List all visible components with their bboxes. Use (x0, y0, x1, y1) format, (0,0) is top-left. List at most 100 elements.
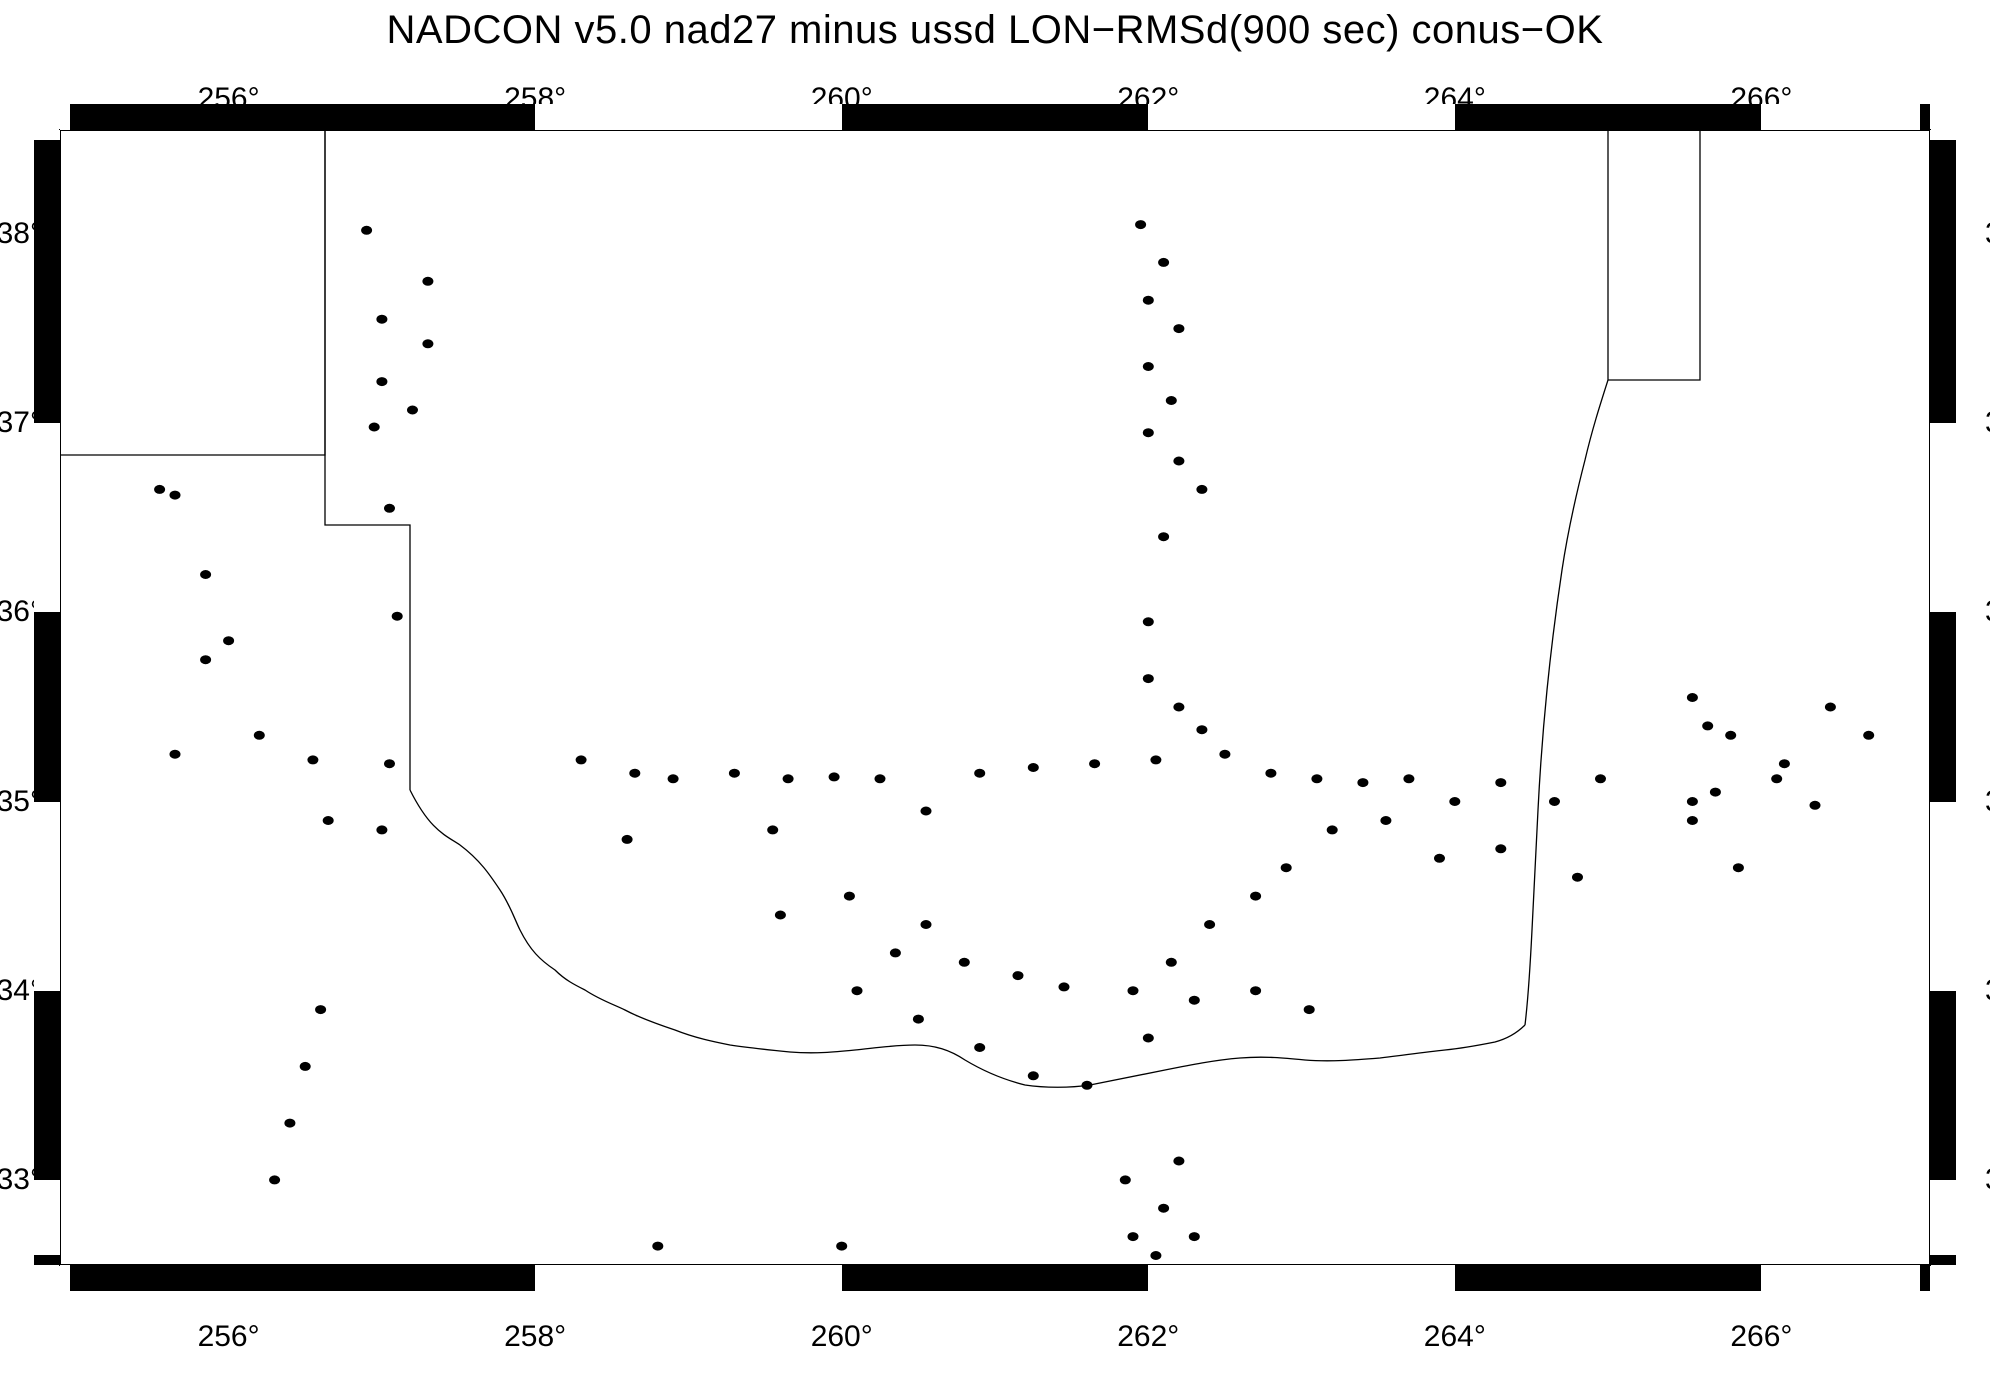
checker-segment (1455, 104, 1762, 130)
data-point (1089, 759, 1100, 768)
data-point (315, 1005, 326, 1014)
state-boundary-group (60, 130, 1700, 1087)
checker-segment (60, 1265, 70, 1291)
data-point (1304, 1005, 1315, 1014)
checker-segment (535, 1265, 842, 1291)
xtick-label-bottom-260: 260° (811, 1320, 873, 1354)
data-point (376, 315, 387, 324)
data-point (1810, 801, 1821, 810)
data-point (200, 570, 211, 579)
data-point (829, 772, 840, 781)
plot-svg (60, 130, 1930, 1265)
data-point (1158, 532, 1169, 541)
checker-segment (1930, 1255, 1956, 1265)
data-point (384, 759, 395, 768)
data-point (1189, 996, 1200, 1005)
data-point (392, 612, 403, 621)
data-point (959, 958, 970, 967)
data-point (1204, 920, 1215, 929)
data-point (1687, 816, 1698, 825)
checker-segment (1930, 423, 1956, 612)
data-point (1135, 220, 1146, 229)
data-point (269, 1175, 280, 1184)
data-point (629, 769, 640, 778)
data-point (974, 769, 985, 778)
data-point (407, 406, 418, 415)
data-point (775, 911, 786, 920)
data-point (783, 774, 794, 783)
xtick-label-bottom-266: 266° (1730, 1320, 1792, 1354)
data-point (1265, 769, 1276, 778)
checker-segment (1761, 1265, 1920, 1291)
data-point (307, 755, 318, 764)
data-point (767, 825, 778, 834)
data-point (729, 769, 740, 778)
data-point (1028, 763, 1039, 772)
data-point (284, 1119, 295, 1128)
checker-segment (1148, 1265, 1455, 1291)
data-point (1250, 986, 1261, 995)
data-point (1196, 485, 1207, 494)
data-point (1595, 774, 1606, 783)
data-point (622, 835, 633, 844)
checker-border-top (60, 104, 1930, 130)
data-points-group (154, 220, 1874, 1260)
data-point (170, 491, 181, 500)
data-point (376, 377, 387, 386)
checker-border-left (34, 130, 60, 1265)
checker-segment (1930, 802, 1956, 991)
data-point (1219, 750, 1230, 759)
data-point (1189, 1232, 1200, 1241)
data-point (1380, 816, 1391, 825)
data-point (890, 948, 901, 957)
data-point (1357, 778, 1368, 787)
checker-segment (1455, 1265, 1762, 1291)
data-point (361, 226, 372, 235)
ytick-label-right-38: 38° (1985, 217, 1990, 251)
data-point (1173, 457, 1184, 466)
checker-border-bottom (60, 1265, 1930, 1291)
data-point (974, 1043, 985, 1052)
data-point (652, 1242, 663, 1251)
checker-segment (1930, 991, 1956, 1180)
data-point (323, 816, 334, 825)
checker-segment (34, 991, 60, 1180)
data-point (1013, 971, 1024, 980)
data-point (576, 755, 587, 764)
data-point (1327, 825, 1338, 834)
data-point (1771, 774, 1782, 783)
data-point (1710, 788, 1721, 797)
data-point (1434, 854, 1445, 863)
data-point (1449, 797, 1460, 806)
checker-segment (1930, 1180, 1956, 1255)
xtick-label-bottom-258: 258° (504, 1320, 566, 1354)
data-point (1150, 1251, 1161, 1260)
data-point (154, 485, 165, 494)
data-point (1173, 324, 1184, 333)
checker-segment (1930, 130, 1956, 140)
checker-segment (535, 104, 842, 130)
ytick-label-right-35: 35° (1985, 785, 1990, 819)
data-point (1028, 1071, 1039, 1080)
data-point (422, 339, 433, 348)
checker-segment (34, 1255, 60, 1265)
data-point (1143, 617, 1154, 626)
data-point (1687, 797, 1698, 806)
data-point (1779, 759, 1790, 768)
data-point (1143, 428, 1154, 437)
data-point (1059, 982, 1070, 991)
data-point (1863, 731, 1874, 740)
data-point (1311, 774, 1322, 783)
ytick-label-right-37: 37° (1985, 406, 1990, 440)
checker-segment (34, 423, 60, 612)
data-point (300, 1062, 311, 1071)
checker-segment (842, 104, 1149, 130)
data-point (223, 636, 234, 645)
checker-segment (1920, 104, 1930, 130)
checker-segment (842, 1265, 1149, 1291)
checker-segment (70, 1265, 535, 1291)
data-point (422, 277, 433, 286)
data-point (1495, 778, 1506, 787)
data-point (921, 920, 932, 929)
data-point (1120, 1175, 1131, 1184)
